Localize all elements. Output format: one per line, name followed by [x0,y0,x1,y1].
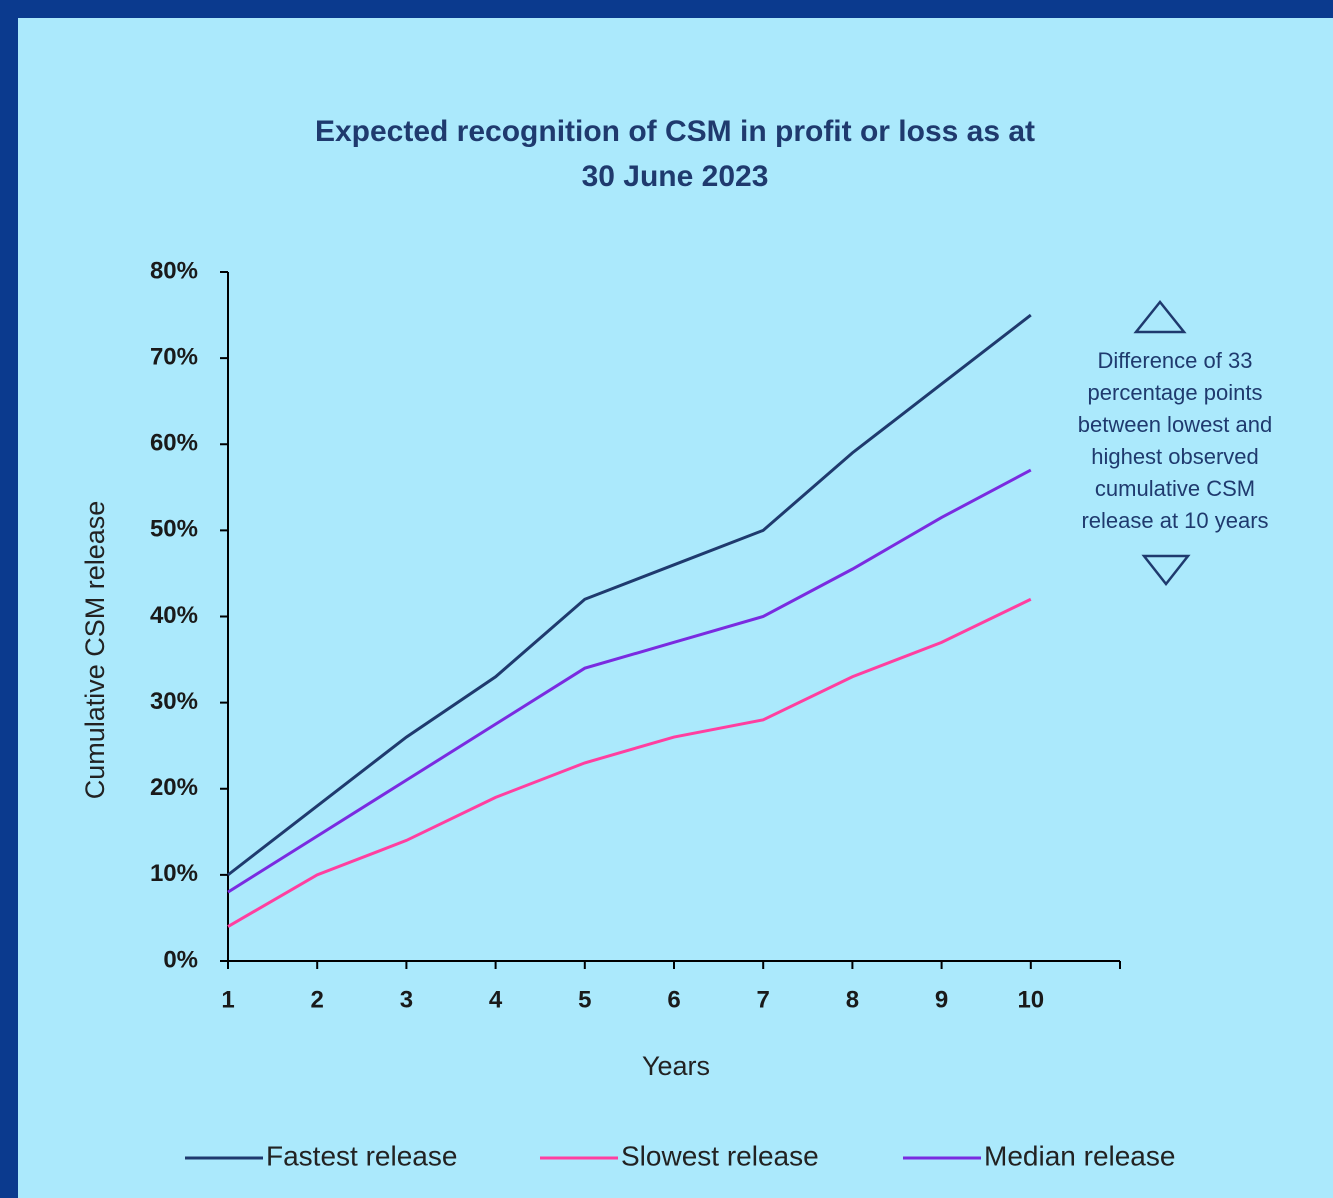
arrow-up [1133,299,1187,334]
annotation: between lowest and [1078,412,1272,437]
x-tick-label: 3 [400,986,413,1013]
y-tick-label: 50% [150,516,198,543]
y-tick-label: 60% [150,430,198,457]
x-tick-label: 9 [935,986,948,1013]
x-tick-label: 10 [1017,986,1044,1013]
y-tick-label: 30% [150,688,198,715]
x-tick-label: 8 [846,986,859,1013]
y-axis-label: Cumulative CSM release [80,501,110,800]
annotation: cumulative CSM [1095,476,1255,501]
series-line [227,468,1032,894]
chart-title: 30 June 2023 [582,160,769,193]
x-tick-label: 7 [757,986,770,1013]
y-tick-label: 20% [150,774,198,801]
y-tick-label: 70% [150,343,198,370]
annotation: release at 10 years [1081,508,1268,533]
chart-title: Expected recognition of CSM in profit or… [315,115,1035,148]
x-tick-label: 2 [311,986,324,1013]
arrow-down [1141,554,1191,587]
series-line [227,597,1032,928]
legend-label: Median release [984,1140,1175,1171]
x-tick-label: 5 [578,986,591,1013]
annotation: Difference of 33 [1098,348,1253,373]
annotation: percentage points [1088,380,1263,405]
x-tick-label: 4 [489,986,503,1013]
x-axis-label: Years [642,1051,710,1081]
y-tick-label: 10% [150,860,198,887]
y-tick-label: 40% [150,602,198,629]
chart-background [18,18,1333,1198]
x-tick-label: 6 [667,986,680,1013]
y-tick-label: 0% [163,946,198,973]
x-tick-label: 1 [221,986,234,1013]
series-line [227,313,1032,877]
legend-label: Slowest release [621,1140,819,1171]
legend-label: Fastest release [266,1140,457,1171]
y-tick-label: 80% [150,257,198,284]
annotation: highest observed [1091,444,1259,469]
